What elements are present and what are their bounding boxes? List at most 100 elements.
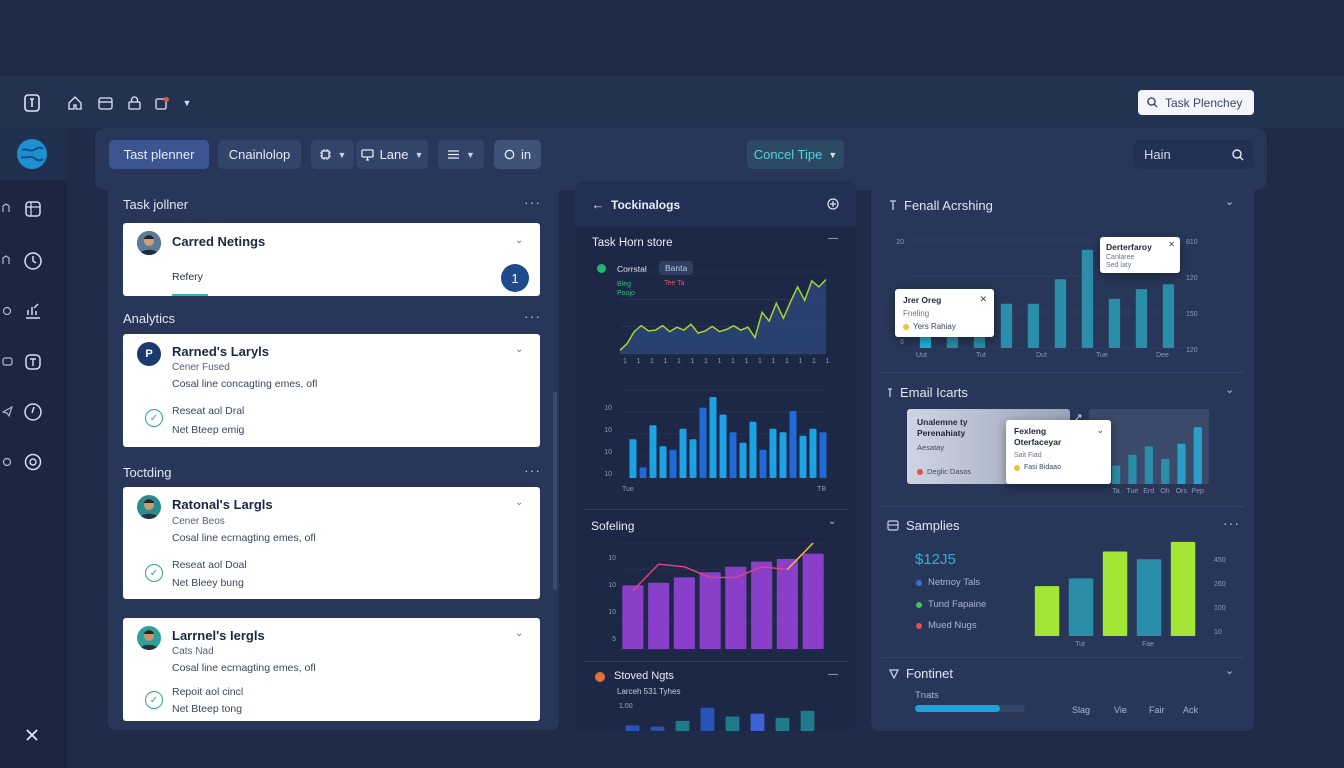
section-title-analytics: Analytics [123,311,176,326]
y-tick-label: 5 [612,636,616,643]
card-title: Ratonal's Largls [172,497,273,512]
bar [809,428,817,478]
card-line: Reseat aol Doal [172,559,247,571]
lock-icon[interactable] [125,94,143,112]
chevron-down-icon[interactable]: ⌄ [828,516,838,527]
document-icon[interactable] [22,351,44,373]
list-dropdown[interactable]: ▼ [438,140,484,169]
grid-icon [887,520,899,531]
task-card-rational[interactable]: Ratonal's Largls ⌄ Cener Beos Cosal line… [123,487,540,599]
chart3-title: Sofeling [591,519,635,533]
x-tick-label: Ta [1112,488,1120,495]
legend-dot [917,468,923,475]
clock-icon[interactable] [22,401,44,423]
y-tick-label: 20 [896,239,904,246]
tab-cnainlolop[interactable]: Cnainlolop [218,140,301,169]
bar [639,467,647,478]
home-icon[interactable] [66,94,84,112]
package-icon[interactable] [22,198,44,220]
bar [1170,541,1196,636]
card-line: Net Bteep emig [172,424,245,436]
add-icon[interactable] [826,197,840,211]
tab-task-planner[interactable]: Tast plenner [109,140,209,169]
bar [719,414,727,478]
top-search-field[interactable]: Task Plenchey [1138,90,1254,115]
more-options-icon[interactable]: ··· [524,194,541,210]
minimize-icon[interactable]: — [828,669,839,680]
chevron-down-icon[interactable]: ⌄ [515,628,524,639]
x-tick-label: Tut [1075,641,1085,648]
close-icon[interactable]: ✕ [979,294,987,304]
window-icon[interactable] [96,94,114,112]
bar [759,449,767,478]
chevron-down-icon: ▼ [414,149,424,160]
y-tick-label: 150 [1186,311,1198,318]
y-tick-label: 810 [1186,239,1198,246]
x-tick-label: TB [817,486,826,493]
bar-chart-small [625,707,815,731]
y-tick-label: 6 [900,339,904,346]
timer-icon[interactable] [22,250,44,272]
check-icon[interactable]: ✓ [145,409,163,427]
app-logo-icon[interactable] [21,92,43,114]
settings-icon[interactable] [22,451,44,473]
check-icon[interactable]: ✓ [145,691,163,709]
x-tick-label: 1 [677,358,681,365]
minimize-icon[interactable]: — [828,233,839,244]
bar [779,432,787,478]
close-icon[interactable] [22,725,42,745]
card-line: Net Bteep tong [172,703,243,715]
cancel-tips-dropdown[interactable]: Concel Tipe ▼ [747,140,844,169]
amount-value: $12J5 [915,551,956,568]
notification-icon[interactable] [153,94,171,112]
y-tick-label: 10 [604,471,612,478]
tooltip-line: Fneling [903,309,930,318]
expand-icon[interactable]: ↗ [1073,411,1083,424]
lane-dropdown[interactable]: Lane ▼ [356,140,428,169]
task-card-meetings[interactable]: Carred Netings ⌄ Refery 1 [123,223,540,296]
bar [679,428,687,478]
x-tick-label: 1 [731,358,735,365]
chevron-down-icon[interactable]: ⌄ [515,235,524,246]
more-options-icon[interactable]: ··· [524,308,541,324]
chevron-down-icon[interactable]: ⌄ [1225,665,1236,677]
card-subtitle: Cener Fused [172,362,230,373]
more-options-icon[interactable]: ··· [524,462,541,478]
bar [669,449,677,478]
bar-chart-samplies: 450 260 100 10 Tut Fae [1034,541,1226,648]
chevron-down-icon[interactable]: ⌄ [1225,196,1236,208]
line-series [632,542,814,592]
progress-track [915,705,1025,712]
x-tick-label: 1 [691,358,695,365]
chart-icon[interactable] [22,300,44,322]
chevron-down-icon[interactable]: ⌄ [1225,384,1236,396]
bar [1128,454,1137,484]
bar [1161,458,1170,484]
panel-title: Tockinalogs [611,198,681,212]
back-arrow-icon[interactable]: ← [591,196,605,212]
count-badge[interactable]: 1 [501,264,529,292]
workspace-search-value: Hain [1144,147,1171,162]
chevron-down-icon[interactable]: ⌄ [515,497,524,508]
send-icon [0,404,14,418]
top-band [0,0,1344,76]
chevron-down-icon[interactable]: ▼ [182,98,192,108]
scrollbar[interactable] [553,392,557,590]
chevron-down-icon[interactable]: ⌄ [1096,425,1104,435]
more-options-icon[interactable]: ··· [1223,515,1240,531]
close-icon[interactable]: ✕ [1168,240,1175,249]
globe-icon[interactable] [16,138,48,170]
chip-dropdown[interactable]: ▼ [311,140,354,169]
bar [819,432,827,478]
toggle-in-button[interactable]: in [494,140,541,169]
info-icon [888,388,892,397]
chevron-down-icon[interactable]: ⌄ [515,344,524,355]
task-card-analytics[interactable]: P Rarned's Laryls ⌄ Cener Fused Cosal li… [123,334,540,447]
task-card-larrnel[interactable]: Larrnel's Iergls ⌄ Cats Nad Cosal line e… [123,618,540,721]
bar [776,558,798,649]
search-icon [1232,148,1244,160]
chevron-down-icon: ▼ [828,149,838,160]
email-card-title: Unalemne ty Perenahiaty [917,417,968,438]
check-icon[interactable]: ✓ [145,564,163,582]
workspace-search-field[interactable]: Hain [1134,140,1254,169]
